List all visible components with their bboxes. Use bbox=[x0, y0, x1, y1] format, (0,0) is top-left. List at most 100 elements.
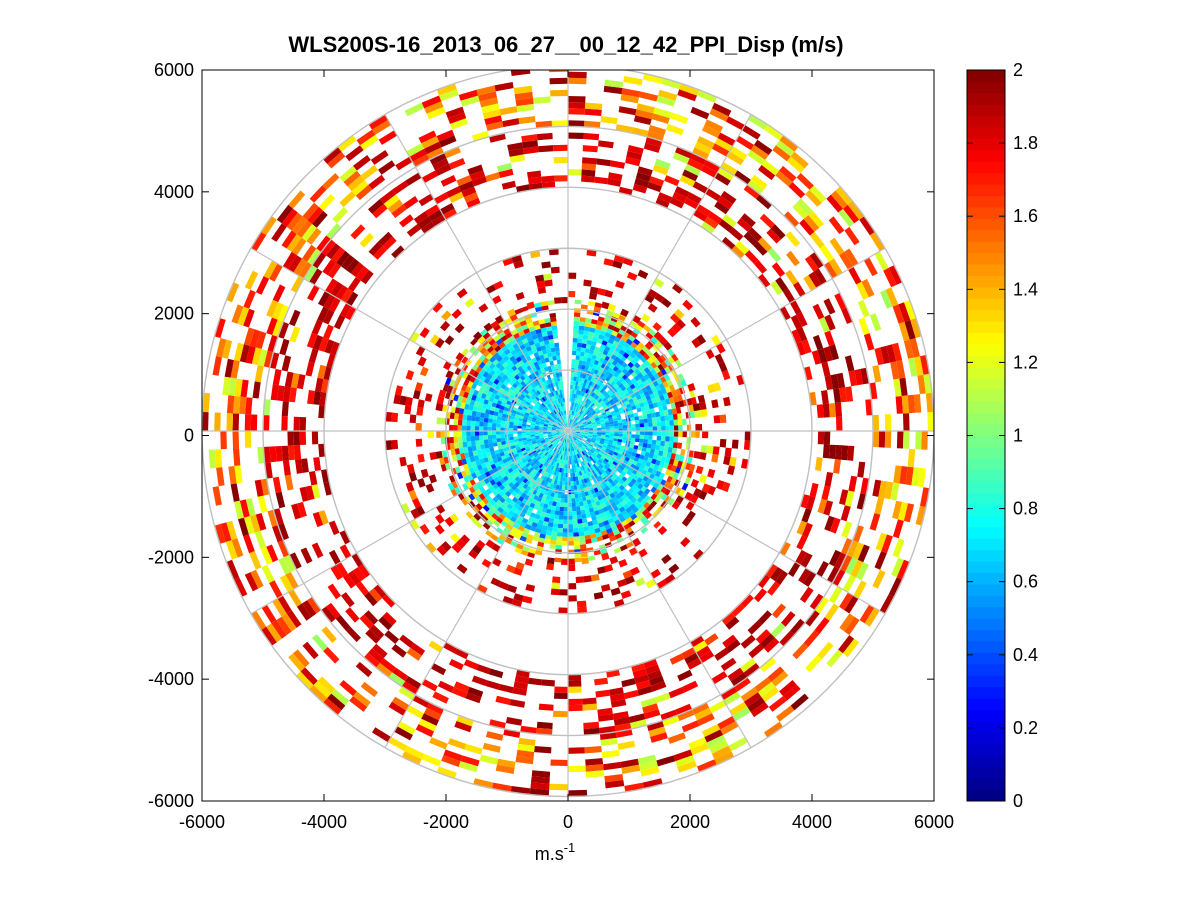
data-cell bbox=[544, 406, 549, 411]
data-cell bbox=[584, 433, 589, 436]
data-cell bbox=[577, 458, 580, 463]
data-cell bbox=[903, 431, 910, 449]
data-cell bbox=[647, 371, 654, 378]
data-cell bbox=[562, 442, 565, 447]
data-cell bbox=[554, 462, 558, 467]
data-cell bbox=[508, 487, 515, 494]
data-cell bbox=[550, 440, 555, 444]
data-cell bbox=[541, 331, 548, 337]
data-cell bbox=[568, 507, 573, 512]
data-cell bbox=[517, 431, 522, 434]
data-cell bbox=[573, 455, 576, 460]
data-cell bbox=[600, 383, 606, 389]
data-cell bbox=[587, 521, 594, 527]
data-cell bbox=[544, 422, 549, 425]
data-cell bbox=[519, 443, 524, 447]
data-cell bbox=[623, 513, 631, 520]
data-cell bbox=[368, 648, 384, 663]
data-cell bbox=[293, 445, 302, 460]
data-cell bbox=[594, 407, 599, 412]
data-cell bbox=[562, 481, 566, 486]
data-cell bbox=[592, 478, 598, 484]
data-cell bbox=[574, 363, 579, 369]
data-cell bbox=[618, 407, 624, 412]
data-cell bbox=[500, 455, 507, 461]
colorbar-band bbox=[967, 207, 1005, 219]
data-cell bbox=[925, 392, 934, 413]
data-cell bbox=[541, 175, 555, 183]
data-cell bbox=[570, 425, 575, 429]
data-cell bbox=[575, 476, 579, 481]
data-cell bbox=[637, 320, 646, 328]
data-cell bbox=[839, 592, 854, 611]
data-cell bbox=[214, 318, 226, 338]
data-cell bbox=[505, 342, 513, 349]
data-cell bbox=[533, 444, 539, 449]
data-cell bbox=[261, 626, 277, 646]
data-cell bbox=[562, 424, 566, 429]
data-cell bbox=[418, 130, 437, 144]
data-cell bbox=[572, 511, 577, 516]
data-cell bbox=[631, 490, 638, 497]
data-cell bbox=[639, 423, 645, 428]
data-cell bbox=[379, 189, 396, 204]
data-cell bbox=[250, 414, 258, 431]
data-cell bbox=[584, 416, 589, 420]
data-cell bbox=[605, 480, 611, 486]
data-cell bbox=[587, 451, 592, 456]
data-cell bbox=[468, 549, 479, 560]
data-cell bbox=[518, 438, 523, 442]
data-cell bbox=[648, 435, 653, 440]
data-cell bbox=[601, 340, 608, 346]
data-cell bbox=[606, 403, 612, 408]
data-cell bbox=[527, 399, 532, 404]
data-cell bbox=[639, 402, 645, 408]
data-cell bbox=[549, 413, 554, 418]
data-cell bbox=[499, 478, 506, 485]
data-cell bbox=[482, 522, 491, 530]
data-cell bbox=[744, 431, 751, 441]
data-cell bbox=[471, 491, 479, 499]
data-cell bbox=[436, 396, 445, 405]
data-cell bbox=[640, 356, 647, 363]
data-cell bbox=[627, 380, 634, 387]
data-cell bbox=[638, 415, 644, 420]
data-cell bbox=[556, 502, 561, 507]
data-cell bbox=[543, 476, 548, 482]
data-cell bbox=[747, 179, 764, 195]
data-cell bbox=[705, 188, 721, 202]
data-cell bbox=[568, 583, 577, 590]
data-cell bbox=[556, 403, 559, 409]
data-cell bbox=[519, 412, 525, 417]
data-cell bbox=[568, 502, 572, 508]
data-cell bbox=[525, 448, 531, 452]
data-cell bbox=[489, 356, 496, 363]
data-cell bbox=[486, 509, 495, 517]
data-cell bbox=[551, 531, 558, 537]
data-cell bbox=[796, 326, 808, 342]
data-cell bbox=[615, 280, 625, 289]
data-cell bbox=[527, 552, 535, 559]
data-cell bbox=[535, 438, 541, 442]
data-cell bbox=[565, 419, 567, 424]
data-cell bbox=[572, 446, 575, 451]
data-cell bbox=[560, 437, 564, 441]
data-cell bbox=[575, 497, 580, 503]
data-cell bbox=[579, 447, 583, 452]
data-cell bbox=[379, 658, 396, 673]
data-cell bbox=[575, 433, 580, 436]
data-cell bbox=[574, 435, 579, 439]
data-cell bbox=[453, 431, 458, 437]
data-cell bbox=[607, 372, 614, 379]
data-cell bbox=[661, 78, 682, 90]
data-cell bbox=[544, 389, 549, 395]
data-cell bbox=[579, 351, 585, 357]
data-cell bbox=[533, 495, 539, 501]
data-cell bbox=[537, 519, 544, 526]
data-cell bbox=[583, 436, 588, 439]
data-cell bbox=[491, 454, 497, 460]
data-cell bbox=[714, 201, 730, 215]
data-cell bbox=[602, 385, 608, 391]
data-cell bbox=[622, 570, 633, 579]
data-cell bbox=[471, 382, 478, 390]
